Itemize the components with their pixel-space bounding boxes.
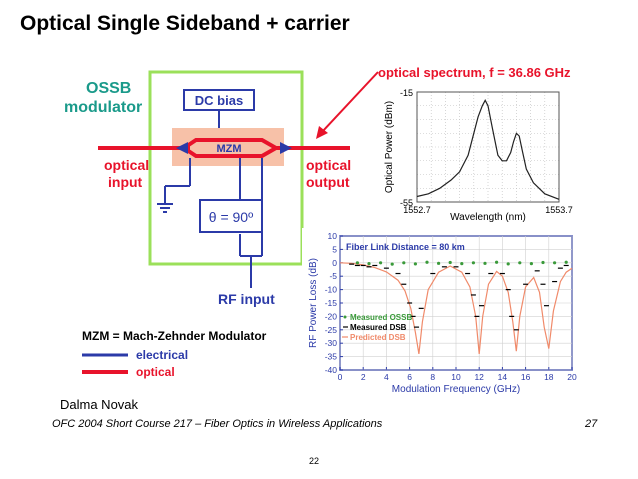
spectrum-x-tick-label: 1553.7 <box>545 205 573 215</box>
optical-input-label-2: input <box>108 174 143 190</box>
phase-shift-label: θ = 90º <box>209 209 253 225</box>
measured-ossb-point <box>448 260 452 265</box>
legend-optical-label: optical <box>136 365 175 379</box>
measured-ossb-point <box>425 260 429 264</box>
ossb-modulator-frame <box>148 70 304 266</box>
measured-ossb-point <box>367 262 371 266</box>
measured-ossb-point <box>471 261 475 265</box>
rf-y-tick-label: 10 <box>328 231 338 241</box>
measured-ossb-point <box>402 261 406 265</box>
rf-x-tick-label: 2 <box>361 372 366 382</box>
rf-y-tick-label: -5 <box>329 271 337 281</box>
measured-ossb-point <box>413 262 417 266</box>
rf-x-tick-label: 10 <box>451 372 461 382</box>
rf-annotation: Fiber Link Distance = 80 km <box>346 242 465 252</box>
phase-shift-box <box>199 199 263 233</box>
spectrum-y-axis-label: Optical Power (dBm) <box>384 101 395 193</box>
measured-ossb-point <box>437 261 441 265</box>
spectrum-x-axis-label: Wavelength (nm) <box>450 212 526 223</box>
ossb-label-line2: modulator <box>64 99 142 116</box>
rf-x-tick-label: 18 <box>544 372 554 382</box>
rf-x-tick-label: 12 <box>474 372 484 382</box>
rf-y-tick-label: 0 <box>332 258 337 268</box>
legend-predicted-label: Predicted DSB <box>350 333 406 342</box>
rf-y-tick-label: -35 <box>325 352 338 362</box>
measured-ossb-point <box>553 261 557 265</box>
slide-number: 22 <box>309 456 320 466</box>
ground-icon <box>157 203 173 213</box>
rf-x-tick-label: 8 <box>430 372 435 382</box>
predicted-dsb-line <box>339 262 573 354</box>
rf-y-tick-label: -15 <box>325 298 338 308</box>
measured-ossb-point <box>506 262 510 266</box>
slide-title: Optical Single Sideband + carrier <box>20 12 350 35</box>
rf-x-tick-label: 16 <box>521 372 531 382</box>
measured-ossb-point <box>495 260 499 264</box>
rf-y-tick-label: -30 <box>325 338 338 348</box>
ossb-label-line1: OSSB <box>86 80 131 97</box>
rf-x-tick-label: 6 <box>407 372 412 382</box>
mzm-definition: MZM = Mach-Zehnder Modulator <box>82 329 267 343</box>
rf-y-tick-label: 5 <box>332 244 337 254</box>
optical-input-label-1: optical <box>104 157 149 173</box>
footer-course: OFC 2004 Short Course 217 – Fiber Optics… <box>52 418 383 430</box>
measured-ossb-point <box>518 261 522 265</box>
rf-x-axis-label: Modulation Frequency (GHz) <box>392 384 520 395</box>
measured-ossb-point <box>379 261 383 265</box>
rf-y-axis-label: RF Power Loss (dB) <box>308 258 319 348</box>
spectrum-caption: optical spectrum, f = 36.86 GHz <box>378 65 571 80</box>
spectrum-pointer <box>321 71 379 133</box>
author-name: Dalma Novak <box>60 397 139 412</box>
legend-dsb-label: Measured DSB <box>350 323 407 332</box>
measured-ossb-point <box>564 260 568 264</box>
rf-x-tick-label: 0 <box>338 372 343 382</box>
spectrum-pointer-arrow-icon <box>316 126 328 139</box>
rf-x-tick-label: 4 <box>384 372 389 382</box>
footer-page: 27 <box>585 418 598 430</box>
spectrum-y-tick-label: -15 <box>400 88 413 98</box>
optical-output-label-1: optical <box>306 157 351 173</box>
mzm-label: MZM <box>216 143 241 155</box>
rf-legend: Measured OSSB Measured DSB Predicted DSB <box>342 313 412 342</box>
rf-y-tick-label: -10 <box>325 285 338 295</box>
rf-input-label: RF input <box>218 291 275 307</box>
spectrum-x-tick-label: 1552.7 <box>403 205 431 215</box>
dc-bias-label: DC bias <box>195 93 243 108</box>
measured-ossb-point <box>390 262 394 266</box>
legend-ossb-label: Measured OSSB <box>350 313 412 322</box>
rf-y-tick-label: -25 <box>325 325 338 335</box>
spectrum-trace <box>416 98 560 200</box>
rf-x-tick-label: 20 <box>567 372 577 382</box>
rf-y-tick-label: -20 <box>325 311 338 321</box>
measured-ossb-point <box>541 260 545 265</box>
spectrum-y-tick-label: -55 <box>400 198 413 208</box>
optical-output-label-2: output <box>306 174 350 190</box>
legend-electrical-label: electrical <box>136 348 188 362</box>
rf-x-tick-label: 14 <box>498 372 508 382</box>
legend-ossb-marker <box>343 315 347 319</box>
input-arrow-icon <box>176 142 188 154</box>
rf-y-tick-label: -40 <box>325 365 338 375</box>
measured-ossb-point <box>483 261 487 265</box>
output-arrow-icon <box>280 142 292 154</box>
measured-ossb-point <box>460 262 464 266</box>
measured-ossb-point <box>529 262 534 266</box>
measured-ossb-point <box>355 261 359 265</box>
spectrum-plot-frame <box>416 91 560 203</box>
